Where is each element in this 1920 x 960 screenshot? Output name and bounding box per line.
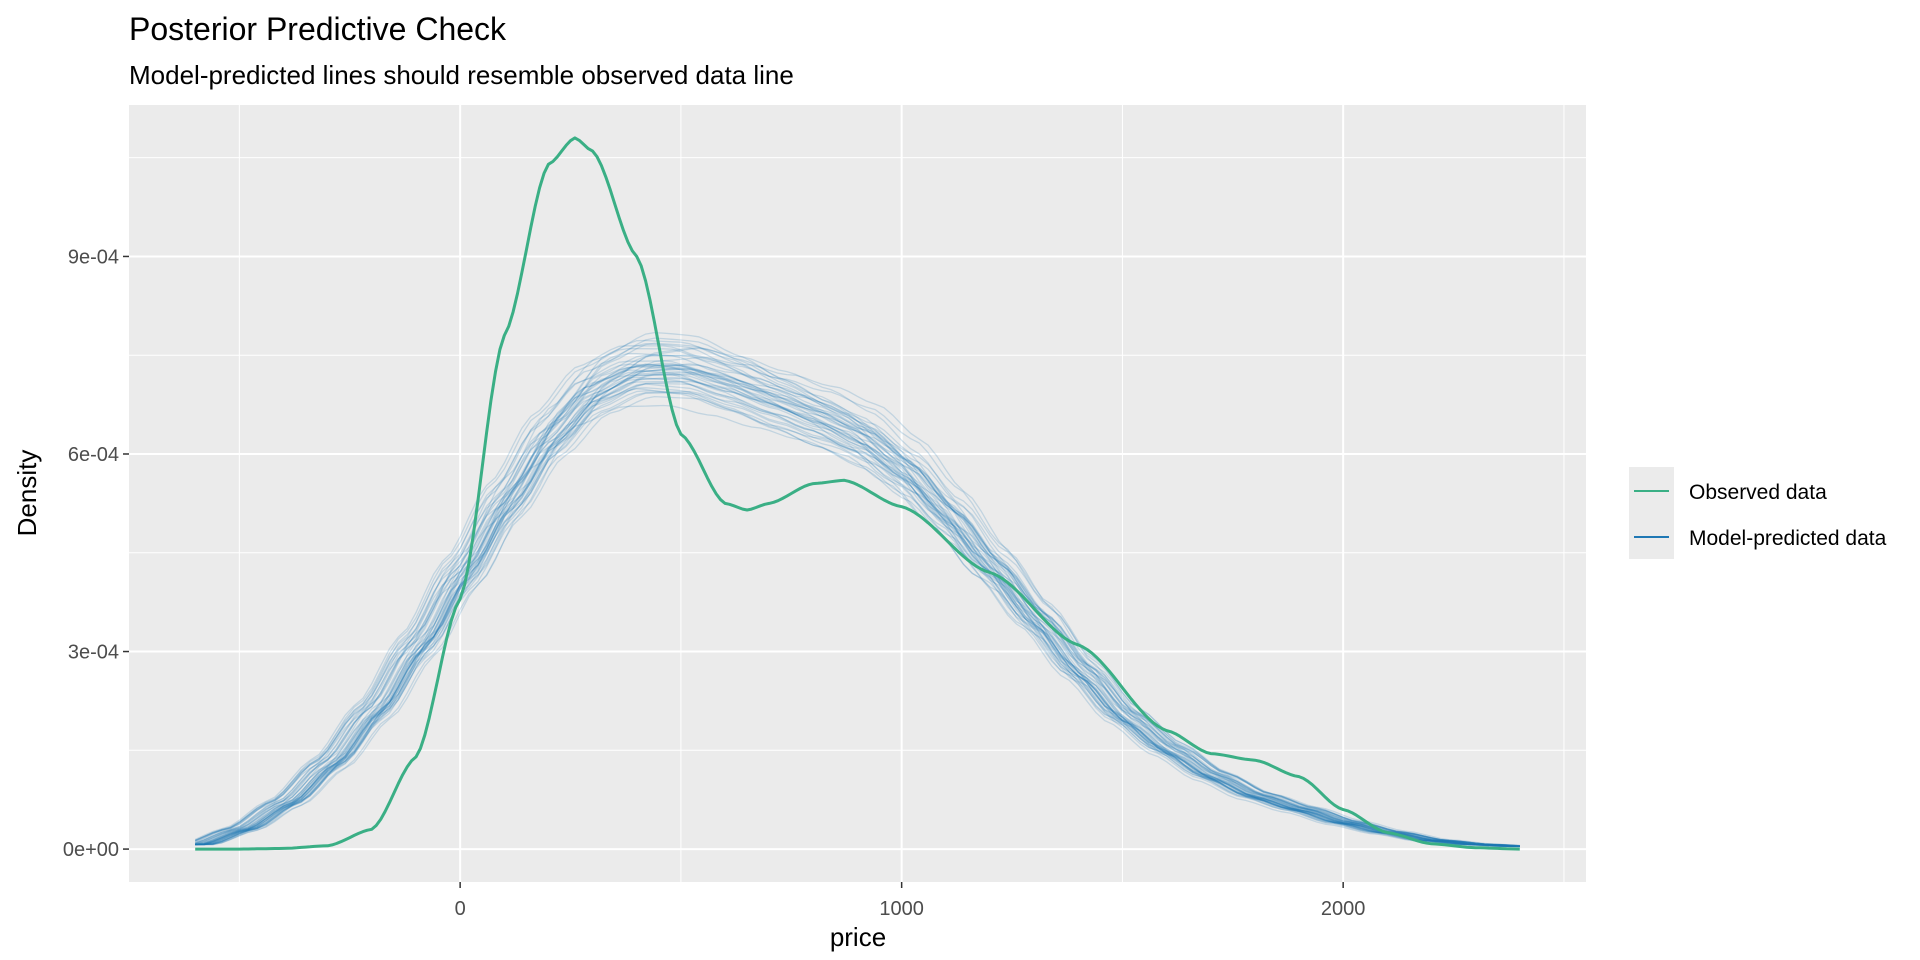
model-predicted-line [195,337,1520,847]
x-tick-label: 0 [455,898,466,920]
model-predicted-line [194,345,1520,847]
model-predicted-line [195,354,1520,847]
chart-subtitle: Model-predicted lines should resemble ob… [129,60,794,90]
observed-data-line-path [195,136,1520,851]
model-predicted-line [195,395,1520,847]
model-predicted-line [195,331,1520,847]
model-predicted-line [195,365,1520,848]
legend-keys-background [1629,467,1674,559]
legend-label-observed: Observed data [1689,481,1827,504]
model-predicted-line [194,369,1520,848]
model-predicted-line [195,363,1520,847]
model-predicted-line [195,356,1520,847]
model-predicted-line [195,372,1520,847]
model-predicted-line [195,346,1520,847]
model-predicted-line [195,387,1520,848]
model-predicted-line [195,376,1520,848]
x-axis: 0 1000 2000 [455,882,1366,920]
y-axis-title: Density [12,450,42,537]
model-predicted-line [195,363,1520,847]
model-predicted-line [194,373,1520,848]
model-predicted-line [195,392,1520,847]
model-predicted-line [195,364,1520,847]
model-predicted-lines [194,331,1520,848]
model-predicted-line [195,374,1520,848]
model-predicted-line [195,343,1520,847]
grid-lines [129,105,1586,882]
x-tick-label: 2000 [1321,898,1366,920]
chart-title: Posterior Predictive Check [129,11,507,47]
model-predicted-line [194,363,1520,848]
y-tick-label: 9e-04 [68,246,119,268]
y-tick-label: 6e-04 [68,444,119,466]
model-predicted-line [195,390,1520,848]
model-predicted-line [194,364,1520,848]
legend: Observed data Model-predicted data [1629,467,1887,559]
model-predicted-line [194,347,1520,847]
model-predicted-line [194,362,1520,848]
legend-label-predicted: Model-predicted data [1689,527,1887,550]
y-axis: 0e+00 3e-04 6e-04 9e-04 [63,246,129,861]
y-tick-label: 3e-04 [68,642,119,664]
x-axis-title: price [830,922,886,952]
model-predicted-line [195,367,1520,848]
model-predicted-line [195,371,1520,848]
model-predicted-line [195,382,1520,848]
model-predicted-line [195,380,1520,848]
model-predicted-line [194,368,1520,848]
model-predicted-line [195,363,1520,847]
model-predicted-line [195,383,1520,847]
x-tick-label: 1000 [879,898,924,920]
model-predicted-line [195,380,1520,847]
model-predicted-line [195,339,1520,847]
model-predicted-line [194,360,1520,848]
model-predicted-line [194,352,1520,848]
model-predicted-line [194,376,1520,848]
model-predicted-line [195,354,1520,847]
model-predicted-line [194,404,1520,848]
model-predicted-line [195,368,1520,847]
observed-data-line [195,136,1520,851]
model-predicted-line [195,373,1520,847]
model-predicted-line [195,377,1520,848]
y-tick-label: 0e+00 [63,839,119,861]
model-predicted-line [195,347,1520,847]
model-predicted-line [195,342,1520,847]
model-predicted-line [195,388,1520,848]
model-predicted-line [195,390,1520,847]
